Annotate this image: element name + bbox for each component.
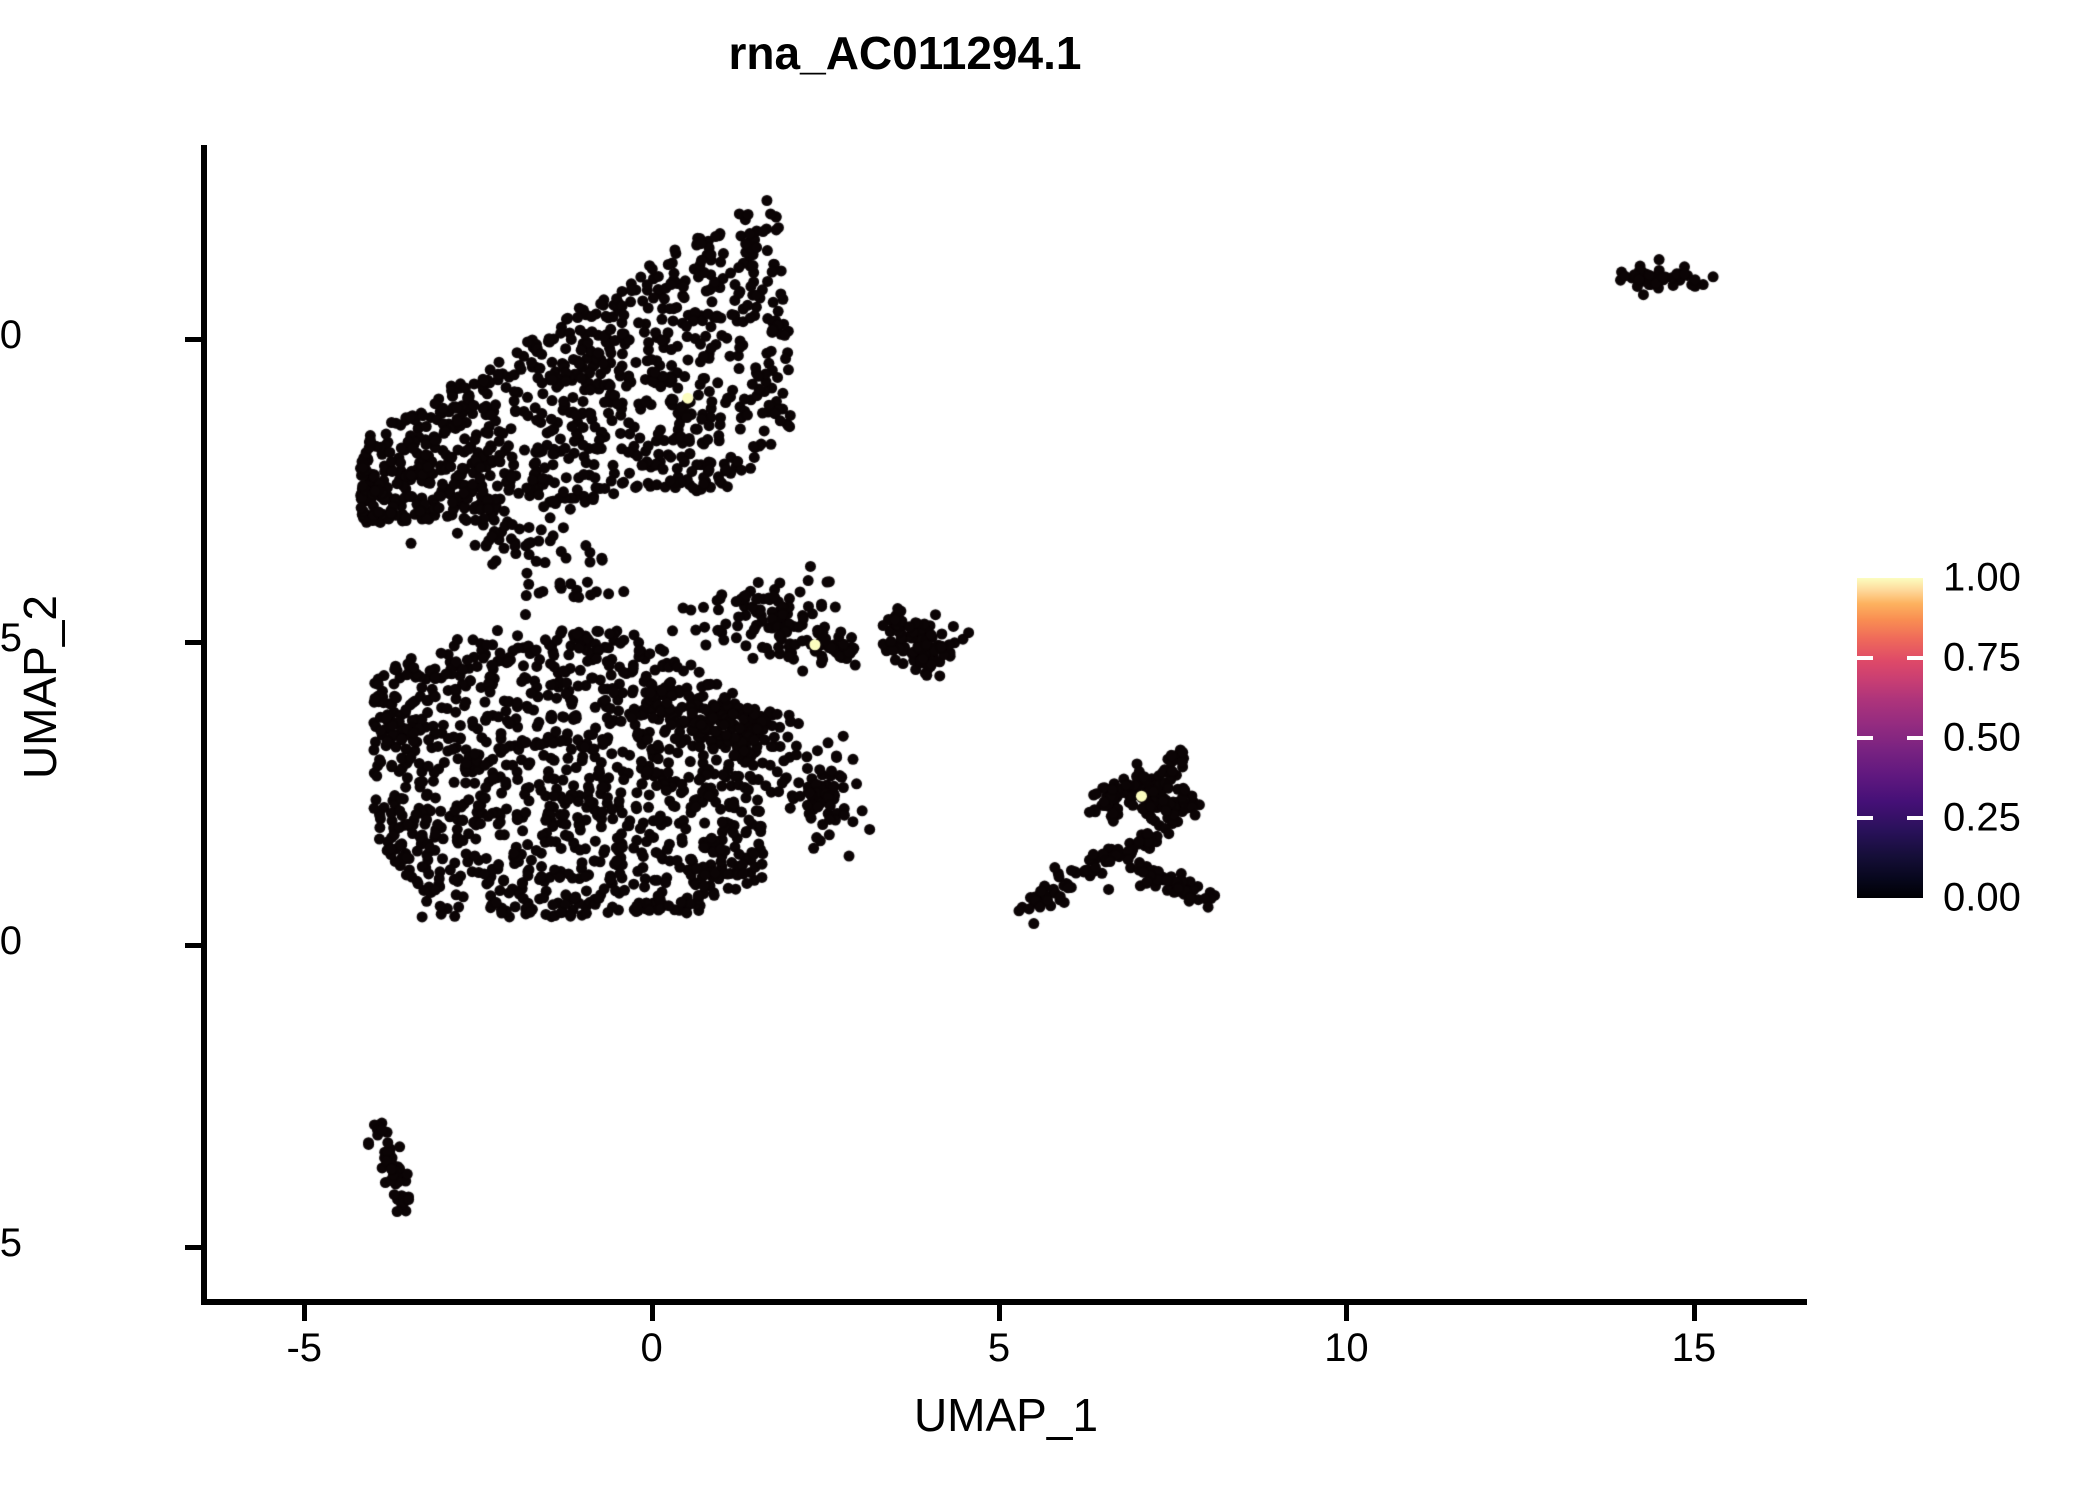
x-axis-line [201, 1299, 1807, 1305]
colorbar-tick-label: 1.00 [1943, 555, 2021, 600]
x-tick-mark [302, 1305, 308, 1321]
x-tick-mark [1691, 1305, 1697, 1321]
y-tick-mark [185, 1245, 201, 1251]
y-axis-title: UMAP_2 [14, 594, 66, 780]
colorbar-tick-label: 0.25 [1943, 795, 2021, 840]
x-tick-mark [649, 1305, 655, 1321]
plot-panel [207, 145, 1805, 1302]
x-tick-label: 10 [1324, 1326, 1369, 1370]
page-title: rna_AC011294.1 [728, 27, 1082, 79]
colorbar-tick-label: 0.50 [1943, 715, 2021, 760]
y-tick-mark [185, 336, 201, 342]
colorbar-legend: 1.00 0.75 0.50 0.25 0.00 [1857, 556, 2087, 920]
colorbar-tick-mark [1857, 816, 1873, 820]
y-tick-label: -5 [0, 1221, 22, 1266]
colorbar-tick-label: 0.75 [1943, 635, 2021, 680]
colorbar-tick-mark [1857, 736, 1873, 740]
x-tick-label: 15 [1671, 1326, 1717, 1370]
x-tick-label: 5 [987, 1326, 1011, 1370]
colorbar-tick-mark [1857, 656, 1873, 660]
y-tick-label: 0 [0, 918, 22, 963]
colorbar-tick-mark [1907, 816, 1923, 820]
x-tick-mark [1344, 1305, 1350, 1321]
y-axis-line [201, 145, 207, 1305]
x-axis-title: UMAP_1 [913, 1389, 1099, 1441]
colorbar-tick-mark [1907, 656, 1923, 660]
scatter-plot-canvas [207, 145, 1805, 1302]
x-tick-mark [997, 1305, 1003, 1321]
y-tick-label: 5 [0, 615, 22, 660]
y-tick-mark [185, 639, 201, 645]
colorbar-tick-mark [1907, 736, 1923, 740]
colorbar-tick-label: 0.00 [1943, 875, 2021, 920]
y-tick-label: 10 [0, 312, 22, 357]
x-tick-label: -5 [286, 1326, 323, 1370]
x-tick-label: 0 [640, 1326, 663, 1370]
y-tick-mark [185, 942, 201, 948]
